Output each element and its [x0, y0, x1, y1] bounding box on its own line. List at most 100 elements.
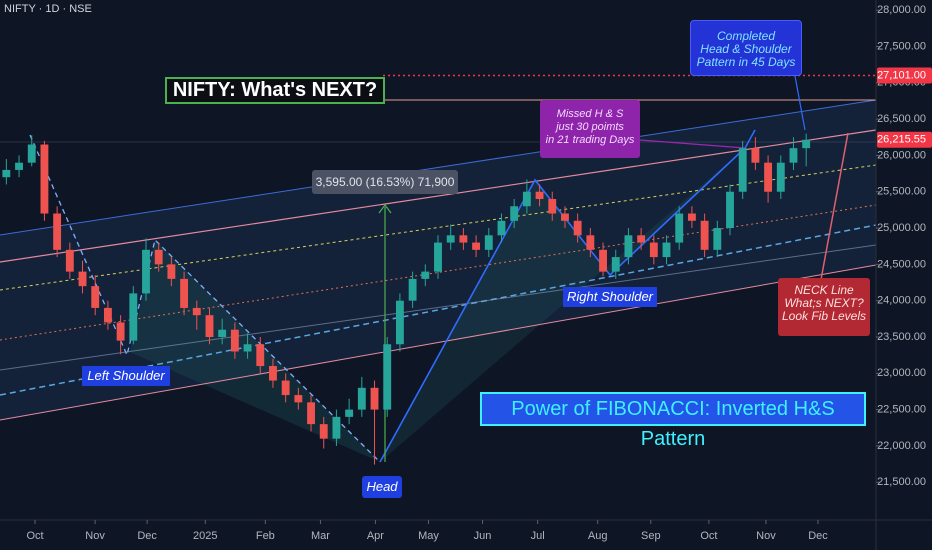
x-tick-label: Feb	[256, 530, 275, 542]
callout-pointer	[639, 139, 746, 149]
candle-body	[421, 271, 430, 279]
candle-body	[15, 162, 23, 170]
candle-body	[332, 416, 341, 439]
candle-body	[129, 293, 138, 341]
candle-body	[611, 257, 620, 272]
candle-body	[345, 409, 354, 417]
candle-body	[687, 213, 696, 221]
y-tick-label: 22,000.00	[877, 440, 926, 452]
candle-body	[662, 242, 671, 258]
missed-box: Missed H & S just 30 poimts in 21 tradin…	[540, 100, 640, 158]
candle-body	[180, 278, 189, 308]
x-tick-label: May	[418, 530, 439, 542]
candle-body	[53, 213, 62, 250]
x-tick-label: Oct	[700, 530, 717, 542]
x-tick-label: Apr	[367, 530, 384, 542]
callout-pointer	[794, 75, 806, 131]
candle-body	[154, 249, 163, 265]
annotation-line: Missed H & S	[556, 108, 624, 120]
channel-line	[0, 264, 877, 421]
candle-body	[764, 162, 773, 192]
candle-body	[522, 191, 531, 207]
candle-body	[281, 380, 290, 396]
chart-title: NIFTY · 1D · NSE	[4, 3, 92, 15]
annotation-line: Completed	[716, 29, 776, 43]
candle-body	[675, 213, 684, 243]
head-box: Head	[362, 476, 402, 498]
candle-body	[624, 235, 633, 258]
candle-body	[586, 235, 595, 250]
measure-arrow	[378, 204, 392, 214]
x-tick-label: Jul	[531, 530, 545, 542]
candle-body	[256, 344, 265, 367]
candle-body	[243, 344, 252, 352]
candle-body	[548, 198, 557, 214]
price-tag-label: 26,215.55	[877, 134, 926, 146]
candle-body	[27, 144, 36, 163]
y-tick-label: 25,000.00	[877, 222, 926, 234]
annotation-line: Head & Shoulder	[700, 42, 792, 56]
candle-body	[535, 191, 544, 199]
price-tag-bg	[877, 67, 932, 84]
candle-body	[294, 395, 303, 403]
price-tag-bg	[877, 131, 932, 148]
annotation-label: Head	[366, 479, 398, 494]
candle-body	[40, 144, 49, 214]
candle-body	[776, 162, 785, 192]
y-tick-label: 22,500.00	[877, 404, 926, 416]
candles	[2, 133, 811, 465]
candle-body	[142, 249, 150, 294]
candle-body	[205, 315, 214, 337]
candle-body	[383, 344, 392, 410]
y-tick-label: 21,500.00	[877, 476, 926, 488]
x-tick-label: 2025	[193, 530, 217, 542]
x-tick-label: Sep	[641, 530, 661, 542]
candle-body	[91, 286, 100, 308]
candle-body	[738, 148, 747, 192]
neck-line	[0, 224, 877, 396]
x-tick-label: Nov	[85, 530, 105, 542]
headline: NIFTY: What's NEXT?	[172, 79, 378, 101]
completed-box: Completed Head & Shoulder Pattern in 45 …	[690, 20, 802, 76]
candle-body	[802, 139, 811, 149]
candle-body	[370, 387, 379, 410]
y-tick-label: 28,000.00	[877, 4, 926, 16]
candle-body	[459, 235, 468, 243]
right-shoulder-box: Right Shoulder	[563, 287, 657, 307]
y-tick-label: 24,500.00	[877, 258, 926, 270]
annotation-line: just 30 poimts	[556, 121, 624, 133]
candle-body	[484, 235, 493, 250]
candle-body	[434, 242, 442, 272]
candle-body	[192, 307, 201, 316]
candle-body	[307, 402, 315, 425]
fibonacci-label: Power of FIBONACCI: Inverted H&S Pattern	[511, 398, 835, 450]
x-tick-label: Aug	[588, 530, 608, 542]
candle-body	[2, 169, 11, 178]
candle-body	[637, 235, 646, 243]
y-tick-label: 25,500.00	[877, 186, 926, 198]
candle-body	[726, 191, 734, 229]
measure-box: 3,595.00 (16.53%) 71,900	[312, 170, 458, 194]
pattern-fill	[380, 148, 745, 462]
candle-body	[497, 220, 506, 236]
candle-body	[446, 235, 455, 243]
y-tick-label: 27,500.00	[877, 40, 926, 52]
candle-body	[319, 424, 328, 439]
candle-body	[789, 148, 798, 163]
y-tick-label: 26,000.00	[877, 149, 926, 161]
candle-body	[78, 271, 87, 287]
candle-body	[103, 307, 112, 323]
candle-body	[573, 220, 582, 236]
x-tick-label: Jun	[474, 530, 492, 542]
candle-body	[700, 220, 709, 250]
x-tick-label: Oct	[26, 530, 43, 542]
y-tick-label: 23,500.00	[877, 331, 926, 343]
annotation-line: in 21 trading Days	[545, 134, 635, 146]
candle-body	[599, 249, 607, 272]
candle-body	[269, 366, 277, 381]
candle-body	[230, 329, 239, 352]
candle-body	[408, 278, 417, 301]
